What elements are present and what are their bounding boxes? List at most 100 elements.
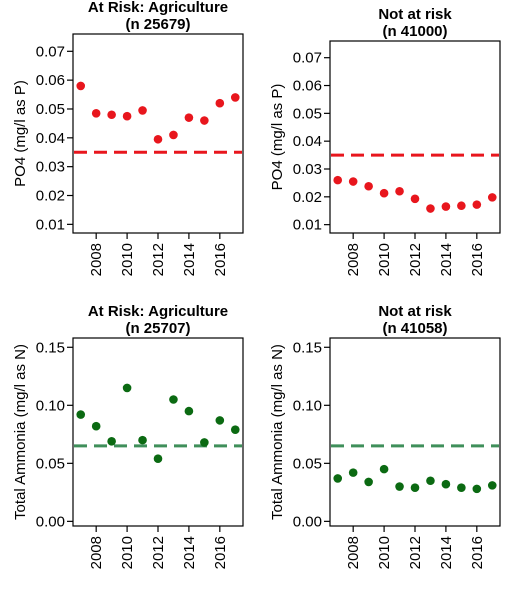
y-axis-label: PO4 (mg/l as P) (12, 80, 29, 187)
x-tick-label: 2010 (119, 243, 136, 276)
y-tick-label: 0.05 (293, 455, 322, 472)
y-axis-label: PO4 (mg/l as P) (269, 84, 286, 191)
data-point (138, 435, 147, 445)
data-point (487, 193, 497, 202)
data-point (426, 476, 435, 486)
data-point (91, 109, 101, 118)
data-point (122, 111, 132, 121)
y-tick-label: 0.00 (36, 513, 65, 530)
data-point (230, 93, 240, 102)
data-point (441, 479, 451, 489)
plot-frame (329, 337, 501, 527)
y-tick-label: 0.03 (36, 159, 65, 176)
data-point (200, 438, 209, 447)
data-point (379, 188, 389, 198)
x-tick-label: 2016 (469, 243, 486, 276)
y-tick-label: 0.07 (293, 50, 322, 67)
x-tick-label: 2008 (88, 536, 105, 569)
data-point (215, 98, 225, 108)
data-point (410, 483, 420, 493)
x-tick-label: 2014 (438, 536, 455, 569)
x-tick-label: 2010 (119, 536, 136, 569)
data-point (169, 395, 178, 404)
panel-at-risk-ammonia: At Risk: Agriculture(n 25707) 0.00 0.05 0.1… (12, 303, 244, 569)
y-tick-label: 0.06 (36, 72, 65, 89)
y-tick-label: 0.02 (293, 189, 322, 206)
y-tick-label: 0.01 (293, 217, 322, 234)
x-tick-label: 2014 (181, 243, 198, 276)
data-point (333, 474, 343, 483)
panel-not-at-risk-po4: Not at risk(n 41000) 0.01 0.02 0.03 0.04 0.05… (269, 6, 501, 276)
data-point (395, 186, 404, 196)
data-point (426, 204, 435, 213)
data-point (215, 416, 225, 425)
data-point (348, 468, 358, 477)
y-tick-label: 0.00 (293, 513, 322, 530)
x-tick-label: 2008 (88, 243, 105, 276)
y-tick-label: 0.05 (36, 101, 65, 118)
data-point (457, 483, 466, 493)
data-point (348, 177, 358, 186)
y-tick-label: 0.03 (293, 161, 322, 178)
x-tick-label: 2012 (150, 243, 167, 276)
chart-subtitle: (n 41000) (382, 23, 447, 40)
data-point (122, 383, 132, 393)
data-point (410, 194, 420, 204)
chart-title: At Risk: Agriculture (88, 0, 228, 16)
y-tick-label: 0.05 (36, 455, 65, 472)
x-tick-label: 2008 (345, 243, 362, 276)
x-tick-label: 2012 (150, 536, 167, 569)
y-tick-label: 0.02 (36, 188, 65, 205)
x-tick-label: 2010 (376, 243, 393, 276)
x-tick-label: 2014 (438, 243, 455, 276)
y-tick-label: 0.10 (293, 397, 322, 414)
y-tick-label: 0.10 (36, 397, 65, 414)
chart-subtitle: (n 25707) (125, 320, 190, 337)
panel-not-at-risk-ammonia: Not at risk(n 41058) 0.00 0.05 0.10 0.15 2008… (269, 303, 501, 569)
y-tick-label: 0.15 (36, 339, 65, 356)
data-point (472, 484, 482, 494)
x-tick-label: 2014 (181, 536, 198, 569)
y-tick-label: 0.05 (293, 105, 322, 122)
data-point (184, 113, 194, 122)
plot-frame (72, 337, 244, 527)
chart-title: Not at risk (378, 303, 452, 320)
y-tick-label: 0.15 (293, 339, 322, 356)
panel-at-risk-po4: At Risk: Agriculture(n 25679) 0.01 0.02 0.0… (12, 0, 244, 276)
x-tick-label: 2016 (212, 243, 229, 276)
y-tick-label: 0.07 (36, 43, 65, 60)
data-point (169, 130, 178, 140)
data-point (153, 134, 163, 144)
data-point (457, 201, 466, 211)
x-tick-label: 2016 (212, 536, 229, 569)
chart-title: At Risk: Agriculture (88, 303, 228, 320)
data-point (487, 481, 497, 490)
chart-subtitle: (n 41058) (382, 320, 447, 337)
data-point (364, 181, 373, 191)
x-tick-label: 2012 (407, 536, 424, 569)
data-point (76, 410, 86, 419)
data-point (107, 110, 116, 120)
data-point (230, 425, 240, 434)
y-axis-label: Total Ammonia (mg/l as N) (12, 344, 29, 520)
data-point (395, 482, 404, 491)
y-tick-label: 0.04 (36, 130, 65, 147)
data-point (138, 106, 147, 115)
y-tick-label: 0.01 (36, 216, 65, 233)
data-point (91, 421, 101, 431)
data-point (364, 477, 373, 487)
data-point (472, 200, 482, 209)
data-point (76, 81, 86, 91)
y-axis-label: Total Ammonia (mg/l as N) (269, 344, 286, 520)
x-tick-label: 2016 (469, 536, 486, 569)
data-point (441, 202, 451, 211)
data-point (107, 436, 116, 446)
data-point (184, 406, 194, 416)
x-tick-label: 2012 (407, 243, 424, 276)
y-tick-label: 0.06 (293, 78, 322, 95)
x-tick-label: 2010 (376, 536, 393, 569)
data-point (333, 175, 343, 185)
data-point (200, 116, 209, 125)
plot-frame (72, 33, 244, 234)
